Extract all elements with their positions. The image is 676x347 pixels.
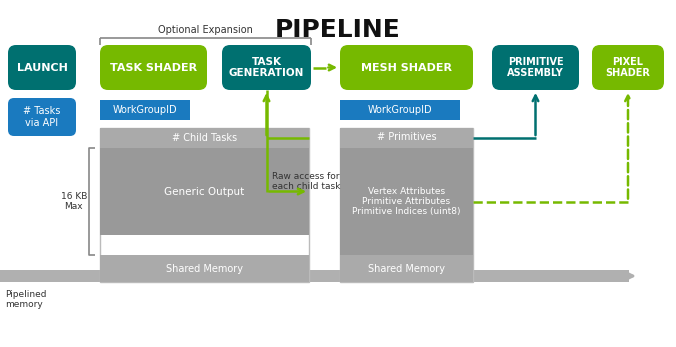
FancyBboxPatch shape [592,45,664,90]
Text: TASK
GENERATION: TASK GENERATION [228,57,304,78]
Text: Shared Memory: Shared Memory [166,263,243,273]
Text: PIPELINE: PIPELINE [275,18,401,42]
Bar [340,100,460,120]
Text: WorkGroupID: WorkGroupID [368,105,433,115]
Bar [340,148,473,255]
Bar [100,148,309,235]
Text: PRIMITIVE
ASSEMBLY: PRIMITIVE ASSEMBLY [507,57,564,78]
Text: 16 KB
Max: 16 KB Max [61,192,87,211]
Bar [340,128,473,282]
Text: PIXEL
SHADER: PIXEL SHADER [606,57,650,78]
Text: LAUNCH: LAUNCH [17,62,68,73]
Bar [340,255,473,282]
FancyBboxPatch shape [340,45,473,90]
Bar [100,100,190,120]
Text: # Tasks
via API: # Tasks via API [23,106,61,128]
FancyBboxPatch shape [100,45,207,90]
Bar [340,128,473,148]
Text: Generic Output: Generic Output [164,186,245,196]
Bar [100,128,309,148]
Text: # Child Tasks: # Child Tasks [172,133,237,143]
FancyBboxPatch shape [8,98,76,136]
FancyBboxPatch shape [8,45,76,90]
Text: TASK SHADER: TASK SHADER [110,62,197,73]
Text: Shared Memory: Shared Memory [368,263,445,273]
Bar [100,255,309,282]
Text: # Primitives: # Primitives [377,132,436,142]
Text: WorkGroupID: WorkGroupID [113,105,177,115]
Text: Raw access for
each child task: Raw access for each child task [272,172,340,191]
Text: MESH SHADER: MESH SHADER [361,62,452,73]
Bar [100,128,309,282]
Text: Pipelined
memory: Pipelined memory [5,290,47,310]
Bar [0,270,629,282]
Text: Optional Expansion: Optional Expansion [158,25,253,35]
Text: Vertex Attributes
Primitive Attributes
Primitive Indices (uint8): Vertex Attributes Primitive Attributes P… [352,187,461,217]
FancyBboxPatch shape [492,45,579,90]
FancyBboxPatch shape [222,45,311,90]
